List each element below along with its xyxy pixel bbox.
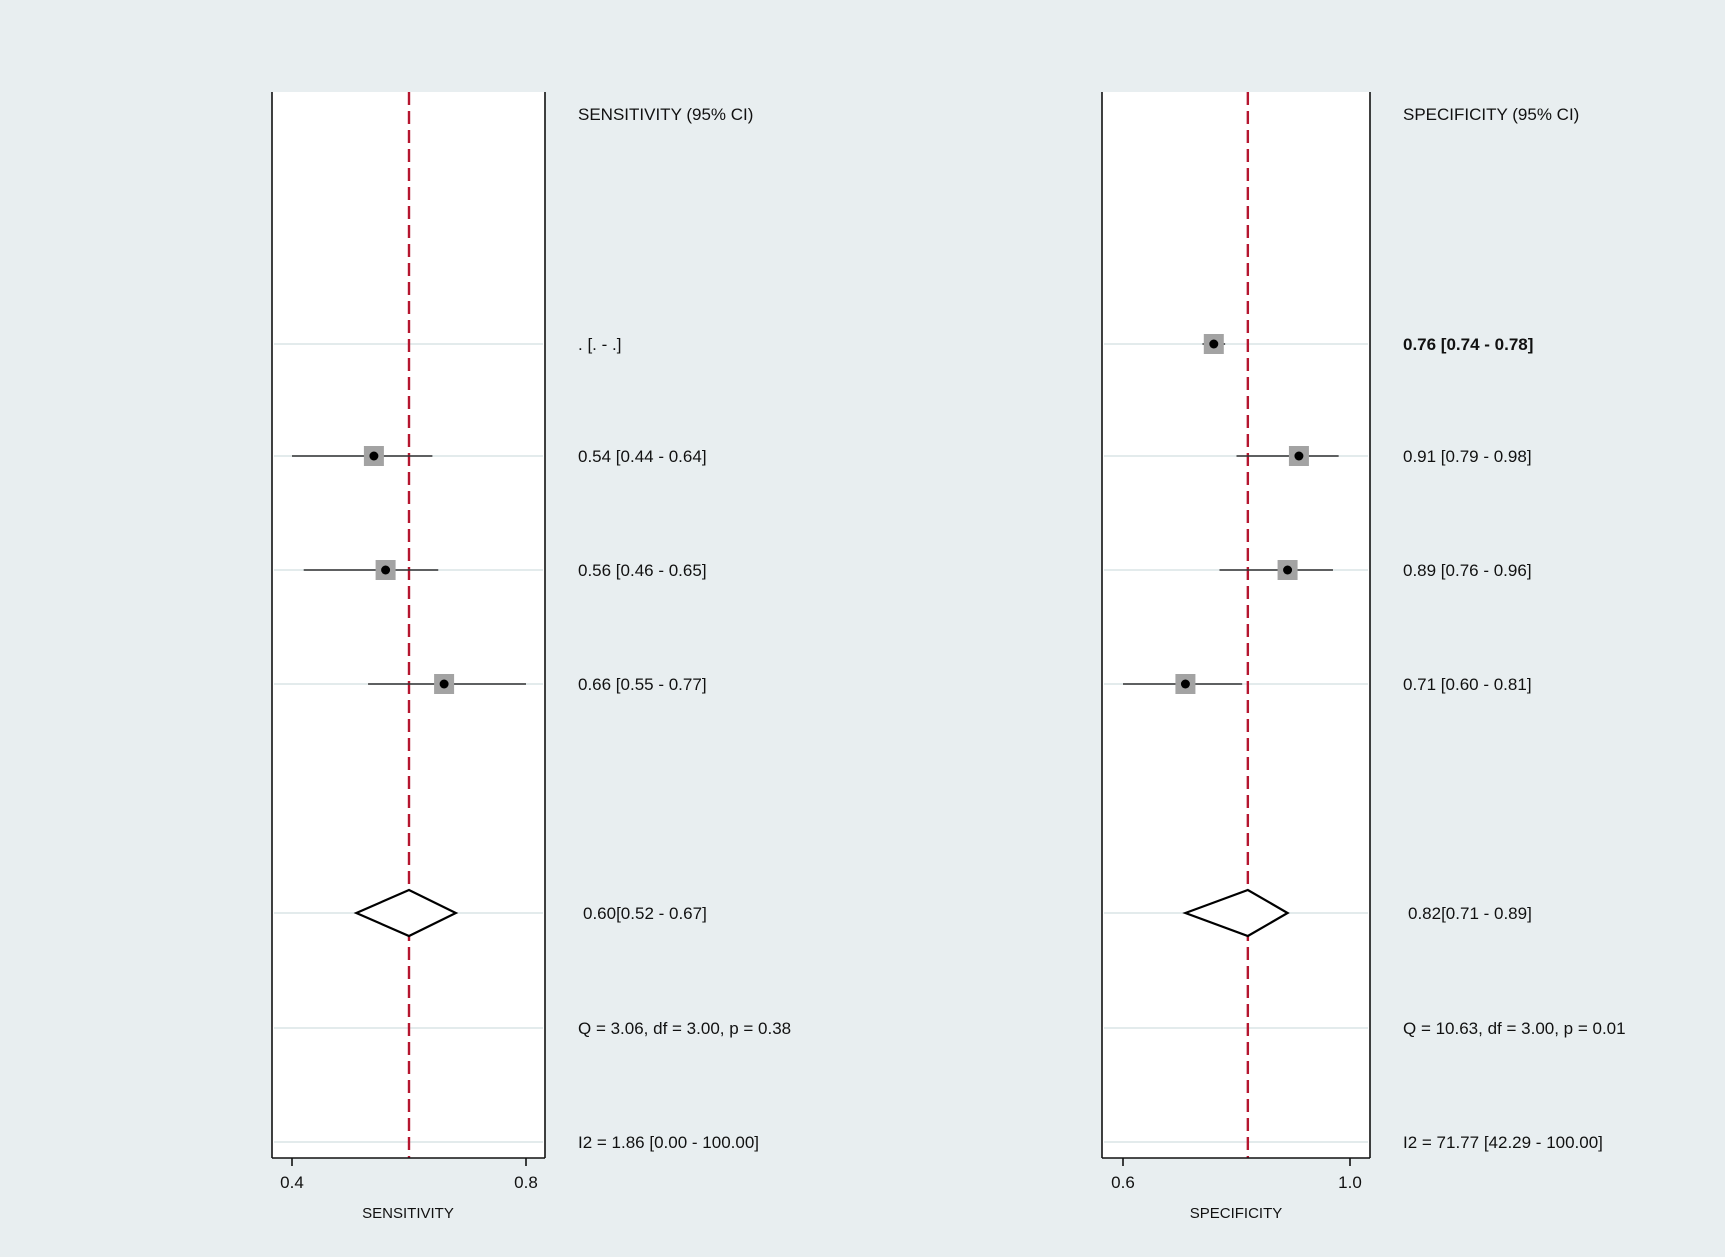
sensitivity-i2-label: I2 = 1.86 [0.00 - 100.00] [578,1133,759,1152]
sensitivity-study-ci-label: 0.54 [0.44 - 0.64] [578,447,707,466]
sensitivity-markers [292,446,526,938]
sensitivity-tick-label: 0.4 [280,1173,304,1192]
specificity-ci-labels: 0.76 [0.74 - 0.78] 0.91 [0.79 - 0.98] 0.89… [1403,335,1626,1152]
specificity-study-ci-label: 0.91 [0.79 - 0.98] [1403,447,1532,466]
sensitivity-x-axis-label: SENSITIVITY [362,1205,454,1222]
specificity-heterogeneity-label: Q = 10.63, df = 3.00, p = 0.01 [1403,1019,1626,1038]
specificity-pooled-diamond [1182,888,1290,938]
specificity-plot-region [1102,92,1370,1158]
specificity-point-estimate [1294,451,1304,461]
specificity-markers [1123,334,1339,938]
specificity-column-header: SPECIFICITY (95% CI) [1403,105,1579,124]
sensitivity-heterogeneity-label: Q = 3.06, df = 3.00, p = 0.38 [578,1019,791,1038]
sensitivity-x-axis: 0.4 0.8 [272,1157,545,1192]
specificity-study-ci-label: 0.71 [0.60 - 0.81] [1403,675,1532,694]
specificity-i2-label: I2 = 71.77 [42.29 - 100.00] [1403,1133,1603,1152]
sensitivity-point-estimate [369,451,379,461]
sensitivity-forest-plot: 0.4 0.8 SENSITIVITY (95% CI) . [. - .] 0.5… [271,92,791,1222]
sensitivity-ci-labels: . [. - .] 0.54 [0.44 - 0.64] 0.56 [0.46 - … [578,335,791,1152]
sensitivity-study-ci-label: 0.66 [0.55 - 0.77] [578,675,707,694]
specificity-x-axis-label: SPECIFICITY [1190,1205,1283,1222]
specificity-x-axis: 0.6 1.0 [1102,1157,1370,1192]
specificity-study-ci-label: 0.89 [0.76 - 0.96] [1403,561,1532,580]
specificity-tick-label: 0.6 [1111,1173,1135,1192]
sensitivity-point-estimate [439,679,449,689]
sensitivity-pooled-diamond [353,888,459,938]
sensitivity-tick-label: 0.8 [514,1173,538,1192]
sensitivity-point-estimate [381,565,391,575]
specificity-point-estimate [1180,679,1190,689]
specificity-pooled-ci-label: 0.82[0.71 - 0.89] [1408,904,1532,923]
sensitivity-pooled-ci-label: 0.60[0.52 - 0.67] [583,904,707,923]
specificity-study-ci-label: 0.76 [0.74 - 0.78] [1403,335,1533,354]
specificity-forest-plot: 0.6 1.0 SPECIFICITY (95% CI) 0.76 [0.74 -… [1101,92,1626,1222]
sensitivity-study-ci-label: . [. - .] [578,335,621,354]
specificity-point-estimate [1283,565,1293,575]
sensitivity-study-ci-label: 0.56 [0.46 - 0.65] [578,561,707,580]
specificity-point-estimate [1209,339,1219,349]
sensitivity-column-header: SENSITIVITY (95% CI) [578,105,753,124]
specificity-tick-label: 1.0 [1338,1173,1362,1192]
